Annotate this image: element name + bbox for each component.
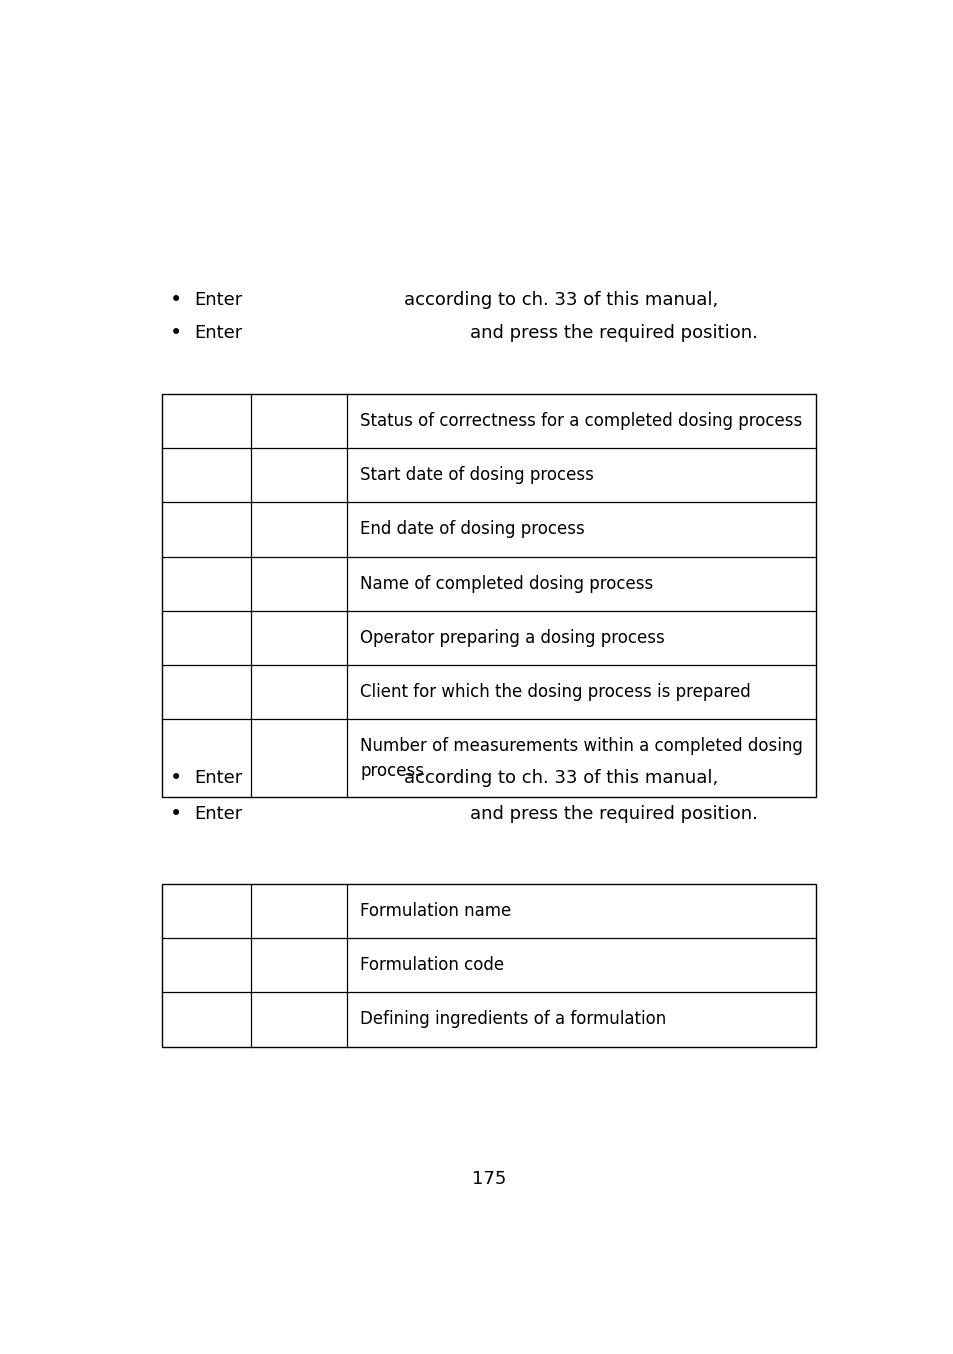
Text: and press the required position.: and press the required position. xyxy=(470,806,758,823)
Text: Defining ingredients of a formulation: Defining ingredients of a formulation xyxy=(360,1010,666,1029)
Text: Name of completed dosing process: Name of completed dosing process xyxy=(360,574,653,593)
Text: Client for which the dosing process is prepared: Client for which the dosing process is p… xyxy=(360,684,750,701)
Text: 175: 175 xyxy=(471,1170,506,1187)
Text: Status of correctness for a completed dosing process: Status of correctness for a completed do… xyxy=(360,412,801,431)
Bar xyxy=(162,394,815,798)
Text: Enter: Enter xyxy=(194,291,243,309)
Text: •: • xyxy=(170,768,182,788)
Text: •: • xyxy=(170,324,182,344)
Text: Start date of dosing process: Start date of dosing process xyxy=(360,466,594,485)
Text: Formulation code: Formulation code xyxy=(360,956,504,975)
Bar xyxy=(162,884,815,1047)
Text: •: • xyxy=(170,290,182,310)
Text: End date of dosing process: End date of dosing process xyxy=(360,520,584,539)
Text: •: • xyxy=(170,804,182,825)
Text: and press the required position.: and press the required position. xyxy=(470,325,758,343)
Text: according to ch. 33 of this manual,: according to ch. 33 of this manual, xyxy=(403,769,718,787)
Text: Operator preparing a dosing process: Operator preparing a dosing process xyxy=(360,628,664,647)
Text: Enter: Enter xyxy=(194,806,243,823)
Text: Formulation name: Formulation name xyxy=(360,902,511,921)
Text: according to ch. 33 of this manual,: according to ch. 33 of this manual, xyxy=(403,291,718,309)
Text: Number of measurements within a completed dosing
process: Number of measurements within a complete… xyxy=(360,737,802,780)
Text: Enter: Enter xyxy=(194,769,243,787)
Text: Enter: Enter xyxy=(194,325,243,343)
